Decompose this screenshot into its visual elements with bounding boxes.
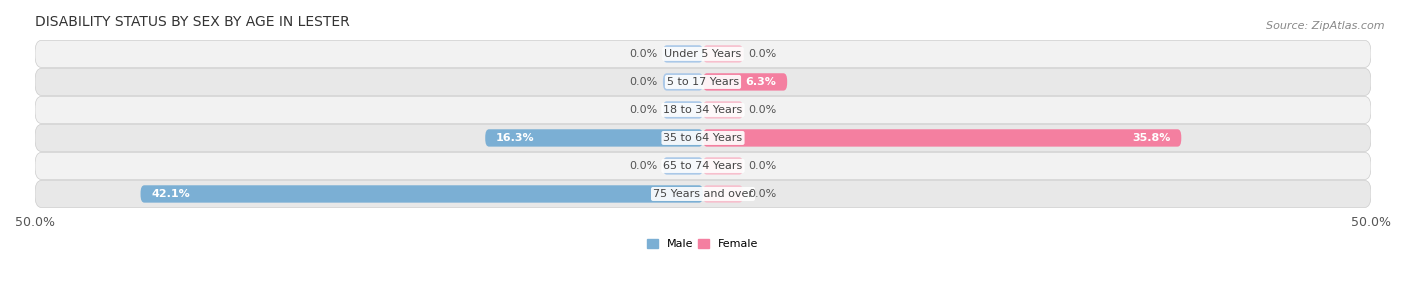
FancyBboxPatch shape [662, 157, 703, 174]
FancyBboxPatch shape [141, 185, 703, 203]
Text: 16.3%: 16.3% [496, 133, 534, 143]
Text: 0.0%: 0.0% [748, 105, 776, 115]
Text: 0.0%: 0.0% [630, 105, 658, 115]
FancyBboxPatch shape [35, 40, 1371, 67]
FancyBboxPatch shape [35, 181, 1371, 207]
Text: 75 Years and over: 75 Years and over [652, 189, 754, 199]
Text: DISABILITY STATUS BY SEX BY AGE IN LESTER: DISABILITY STATUS BY SEX BY AGE IN LESTE… [35, 15, 350, 29]
FancyBboxPatch shape [703, 185, 744, 203]
FancyBboxPatch shape [703, 157, 744, 174]
Text: 0.0%: 0.0% [630, 77, 658, 87]
Text: 65 to 74 Years: 65 to 74 Years [664, 161, 742, 171]
Text: 35.8%: 35.8% [1132, 133, 1171, 143]
Text: 0.0%: 0.0% [748, 49, 776, 59]
FancyBboxPatch shape [35, 153, 1371, 179]
FancyBboxPatch shape [662, 101, 703, 119]
FancyBboxPatch shape [703, 101, 744, 119]
Text: 0.0%: 0.0% [748, 161, 776, 171]
Text: 0.0%: 0.0% [630, 49, 658, 59]
Legend: Male, Female: Male, Female [643, 234, 763, 254]
Text: Source: ZipAtlas.com: Source: ZipAtlas.com [1267, 21, 1385, 31]
FancyBboxPatch shape [35, 96, 1371, 123]
FancyBboxPatch shape [662, 73, 703, 91]
Text: 35 to 64 Years: 35 to 64 Years [664, 133, 742, 143]
FancyBboxPatch shape [485, 129, 703, 147]
FancyBboxPatch shape [35, 125, 1371, 151]
Text: 0.0%: 0.0% [748, 189, 776, 199]
Text: Under 5 Years: Under 5 Years [665, 49, 741, 59]
Text: 0.0%: 0.0% [630, 161, 658, 171]
FancyBboxPatch shape [703, 45, 744, 63]
Text: 5 to 17 Years: 5 to 17 Years [666, 77, 740, 87]
FancyBboxPatch shape [35, 68, 1371, 95]
FancyBboxPatch shape [703, 73, 787, 91]
Text: 6.3%: 6.3% [745, 77, 776, 87]
FancyBboxPatch shape [703, 129, 1181, 147]
Text: 18 to 34 Years: 18 to 34 Years [664, 105, 742, 115]
Text: 42.1%: 42.1% [152, 189, 190, 199]
FancyBboxPatch shape [662, 45, 703, 63]
